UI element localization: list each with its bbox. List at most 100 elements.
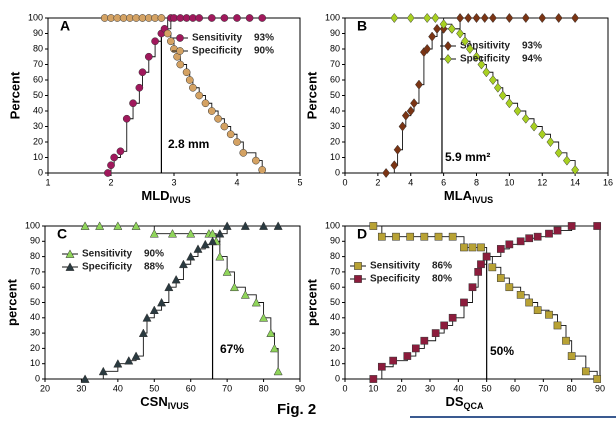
x-tick-label: 40 (453, 383, 463, 393)
marker (411, 344, 420, 353)
y-tick-label: 40 (330, 312, 340, 322)
marker (567, 352, 576, 360)
marker (460, 298, 468, 307)
marker (466, 43, 474, 55)
marker (456, 12, 464, 24)
marker (220, 14, 229, 22)
x-tick-label: 40 (113, 383, 123, 393)
marker (533, 232, 542, 241)
marker (468, 243, 477, 252)
marker (65, 262, 75, 271)
marker (259, 221, 269, 230)
marker (151, 37, 159, 46)
y-tick-label: 30 (33, 121, 43, 131)
marker (516, 237, 525, 246)
y-tick-label: 90 (33, 28, 43, 38)
y-tick-label: 70 (330, 59, 340, 69)
marker (258, 14, 267, 22)
x-tick-label: 80 (567, 383, 577, 393)
marker (167, 37, 175, 46)
marker (513, 105, 522, 117)
y-tick-label: 70 (30, 266, 40, 276)
marker (116, 147, 125, 156)
x-tick-label: 20 (397, 383, 407, 393)
x-axis-label-sub: QCA (464, 401, 485, 411)
marker (131, 351, 141, 360)
y-tick-label: 100 (25, 220, 40, 230)
marker (538, 12, 547, 24)
legend-name: Specificity (370, 274, 420, 285)
marker (423, 43, 432, 55)
marker (403, 352, 412, 360)
marker (390, 160, 399, 171)
y-tick-label: 0 (38, 167, 43, 177)
marker (163, 29, 172, 38)
marker (554, 12, 563, 24)
marker (447, 23, 456, 34)
y-tick-label: 50 (33, 90, 43, 100)
x-tick-label: 90 (595, 383, 605, 393)
marker (439, 19, 448, 30)
marker (553, 226, 562, 235)
marker (562, 155, 571, 166)
marker (533, 306, 542, 314)
marker (477, 59, 486, 70)
marker (195, 14, 204, 22)
x-axis-label-sub: IVUS (170, 195, 191, 205)
marker (201, 99, 210, 108)
marker (505, 240, 514, 249)
marker (122, 114, 131, 123)
cutoff-annotation: 5.9 mm² (445, 150, 490, 164)
marker (215, 251, 225, 261)
marker (157, 297, 167, 307)
legend-value: 94% (522, 54, 542, 65)
legend-name: Specificity (82, 262, 132, 273)
x-tick-label: 4 (408, 177, 413, 187)
x-axis-label-main: MLA (444, 188, 473, 203)
marker (482, 67, 491, 78)
x-axis-label-sub: IVUS (472, 195, 493, 205)
x-tick-label: 50 (149, 383, 159, 393)
marker (431, 329, 440, 337)
marker (149, 305, 159, 314)
y-tick-label: 100 (325, 12, 340, 22)
marker (571, 164, 580, 175)
y-tick-label: 90 (30, 236, 40, 246)
y-tick-label: 20 (33, 136, 43, 146)
marker (571, 12, 580, 24)
marker (382, 167, 391, 179)
marker (460, 243, 468, 252)
marker (415, 79, 423, 90)
y-tick-label: 30 (30, 327, 40, 337)
marker (505, 12, 514, 24)
marker (546, 136, 555, 148)
marker (222, 221, 232, 230)
marker (240, 221, 250, 230)
marker (461, 36, 469, 47)
marker (521, 113, 530, 124)
marker (521, 12, 530, 24)
marker (167, 229, 178, 238)
y-tick-label: 80 (30, 251, 40, 261)
marker (233, 14, 241, 22)
legend-name: Sensitivity (192, 33, 242, 44)
marker (530, 121, 538, 132)
marker (420, 336, 429, 345)
marker (200, 239, 210, 249)
marker (229, 282, 239, 292)
y-tick-label: 70 (33, 59, 43, 69)
marker (525, 298, 534, 307)
marker (266, 328, 276, 337)
panel-label: C (57, 226, 67, 242)
marker (545, 310, 553, 319)
marker (444, 53, 452, 65)
marker (259, 313, 269, 322)
legend-name: Sensitivity (82, 249, 132, 260)
x-tick-label: 8 (474, 177, 479, 187)
marker (468, 283, 477, 292)
marker (245, 14, 254, 22)
cutoff-annotation: 67% (220, 342, 244, 356)
y-tick-label: 20 (330, 136, 340, 146)
marker (390, 12, 399, 24)
marker (420, 232, 429, 241)
